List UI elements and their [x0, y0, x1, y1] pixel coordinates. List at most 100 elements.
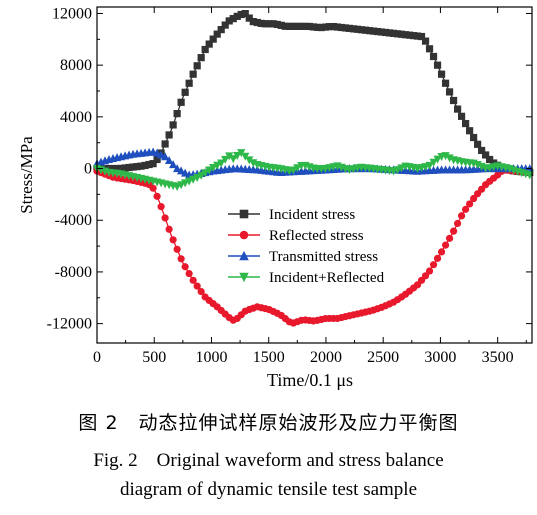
- square-marker: [125, 163, 133, 172]
- square-marker: [441, 79, 450, 87]
- square-marker: [478, 146, 486, 155]
- square-marker: [381, 28, 390, 37]
- circle-marker: [462, 205, 470, 213]
- square-marker: [389, 29, 398, 37]
- circle-marker: [169, 236, 177, 244]
- circle-marker: [421, 272, 430, 280]
- triangle-down-marker: [225, 152, 234, 161]
- square-marker: [213, 30, 221, 38]
- circle-marker: [197, 287, 205, 296]
- circle-marker: [429, 261, 438, 269]
- square-marker: [397, 30, 406, 38]
- square-marker: [490, 159, 498, 167]
- square-marker: [437, 70, 446, 78]
- circle-marker: [470, 194, 478, 203]
- square-marker: [377, 28, 386, 36]
- square-marker: [285, 22, 293, 30]
- square-marker: [261, 20, 269, 28]
- y-tick-label: -8000: [55, 264, 92, 281]
- square-marker: [121, 164, 129, 172]
- legend-label: Incident+Reflected: [269, 270, 385, 286]
- series-reflected-stress: [93, 166, 534, 327]
- circle-marker: [165, 225, 173, 233]
- y-tick-label: -12000: [47, 316, 92, 333]
- y-tick-label: -4000: [55, 212, 92, 229]
- square-marker: [321, 23, 329, 31]
- square-marker: [181, 88, 189, 96]
- circle-marker: [181, 263, 189, 271]
- square-marker: [161, 140, 169, 148]
- square-marker: [149, 160, 157, 168]
- circle-marker: [177, 255, 185, 263]
- stress-chart: 0 500 1000 1500 2000 2500 3000 3500 -12000 -8000 -…: [17, 5, 534, 390]
- square-marker: [470, 133, 478, 142]
- square-marker: [333, 23, 341, 31]
- square-marker: [217, 26, 225, 34]
- triangle-down-marker: [209, 163, 218, 172]
- triangle-down-marker: [213, 161, 222, 170]
- circle-marker: [445, 234, 454, 242]
- x-tick-label: 1000: [195, 349, 227, 366]
- square-marker: [474, 140, 482, 148]
- square-marker: [401, 31, 410, 39]
- triangle-down-marker: [239, 272, 249, 283]
- square-marker: [105, 164, 113, 173]
- square-marker: [225, 17, 233, 25]
- triangle-down-marker: [197, 171, 206, 180]
- square-marker: [197, 54, 205, 62]
- x-tick-label: 1500: [253, 349, 285, 366]
- x-tick-label: 2000: [310, 349, 342, 366]
- series-layer: [92, 9, 534, 327]
- square-marker: [137, 162, 145, 170]
- triangle-down-marker: [245, 156, 254, 165]
- square-marker: [289, 22, 297, 30]
- square-marker: [201, 45, 209, 54]
- triangle-down-marker: [205, 166, 214, 175]
- square-marker: [349, 25, 358, 33]
- square-marker: [169, 121, 177, 129]
- square-marker: [393, 30, 402, 38]
- square-marker: [293, 22, 301, 30]
- square-marker: [405, 31, 414, 39]
- circle-marker: [466, 200, 474, 208]
- square-marker: [245, 14, 253, 22]
- square-marker: [141, 161, 149, 170]
- triangle-marker: [177, 166, 186, 175]
- square-marker: [301, 22, 309, 30]
- y-tick-label: 12000: [52, 5, 92, 22]
- square-marker: [277, 21, 285, 29]
- square-marker: [239, 209, 249, 219]
- square-marker: [353, 25, 362, 33]
- square-marker: [317, 23, 325, 32]
- figure-caption-english-line2: diagram of dynamic tensile test sample: [119, 479, 418, 500]
- circle-marker: [453, 219, 462, 228]
- series-line: [96, 169, 530, 325]
- triangle-marker: [165, 155, 174, 164]
- circle-marker: [185, 269, 193, 278]
- square-marker: [233, 12, 241, 20]
- square-marker: [413, 32, 422, 40]
- x-tick-label: 500: [142, 349, 166, 366]
- square-marker: [269, 20, 277, 28]
- circle-marker: [433, 254, 442, 262]
- square-marker: [205, 40, 213, 48]
- legend-label: Incident stress: [269, 207, 355, 223]
- square-marker: [305, 22, 313, 31]
- square-marker: [257, 19, 265, 28]
- square-marker: [193, 62, 201, 70]
- axes-layer: 0 500 1000 1500 2000 2500 3000 3500 -12000 -8000 -…: [47, 5, 533, 366]
- y-tick-label: 8000: [60, 57, 92, 74]
- triangle-down-marker: [241, 152, 250, 161]
- square-marker: [265, 20, 273, 28]
- series-incident-reflected: [92, 149, 534, 192]
- square-marker: [373, 27, 382, 36]
- square-marker: [153, 155, 161, 164]
- x-tick-label: 2500: [367, 349, 399, 366]
- triangle-down-marker: [293, 164, 302, 173]
- triangle-marker: [173, 164, 182, 173]
- square-marker: [486, 155, 494, 164]
- circle-marker: [193, 282, 201, 290]
- triangle-down-marker: [289, 166, 298, 175]
- y-axis-label: Stress/MPa: [17, 136, 36, 214]
- triangle-down-marker: [441, 152, 450, 161]
